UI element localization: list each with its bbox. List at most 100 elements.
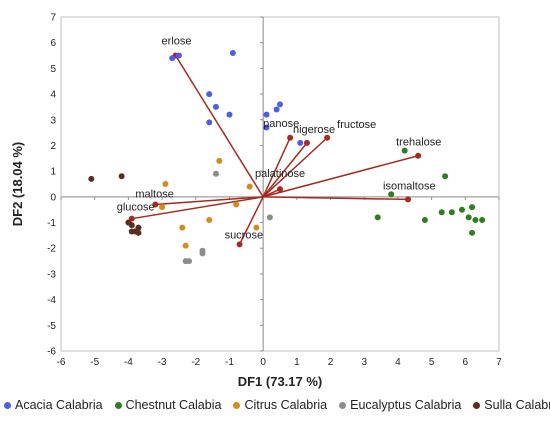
point-series-1 [263, 124, 270, 131]
y-tick-label: -3 [47, 269, 56, 280]
legend-label: Chestnut Calabia [125, 398, 222, 412]
y-tick-label: 2 [50, 141, 56, 152]
legend-label: Citrus Calabria [244, 398, 328, 412]
x-tick-label: -3 [158, 357, 167, 368]
x-tick-label: 3 [361, 357, 367, 368]
legend-label: Eucalyptus Calabria [350, 398, 462, 412]
vector-tip-maltose [152, 201, 159, 208]
vector-line-fructose [262, 137, 328, 198]
vector-tip-nigerose [303, 139, 310, 146]
legend: Acacia Calabria Chestnut Calabia Citrus Ca… [4, 398, 550, 412]
x-tick-label: 5 [429, 357, 435, 368]
x-tick-label: 7 [496, 357, 502, 368]
point-series-3 [206, 216, 213, 223]
vector-tip-palatinose [277, 186, 283, 193]
point-series-1 [263, 111, 270, 118]
vector-tip-glucose [128, 215, 135, 222]
x-tick-label: 0 [260, 357, 266, 368]
vector-tip-isomaltose [405, 196, 412, 203]
x-tick-label: -6 [57, 357, 66, 368]
point-series-4 [199, 250, 206, 257]
x-tick-label: 6 [463, 357, 469, 368]
vector-line-nigerose [262, 142, 308, 198]
point-series-5 [125, 219, 132, 226]
point-series-3 [233, 201, 240, 208]
point-series-2 [458, 206, 465, 213]
legend-item: Citrus Calabria [233, 398, 327, 412]
vector-label-trehalose: trehalose [396, 137, 441, 149]
point-series-5 [135, 224, 142, 231]
loading-vectors [128, 52, 422, 248]
point-series-1 [206, 91, 213, 98]
point-series-2 [479, 216, 486, 223]
point-series-2 [469, 204, 476, 211]
plot-frame [60, 16, 500, 352]
vector-label-maltose: maltose [135, 189, 174, 201]
y-tick-label: 6 [50, 38, 56, 49]
point-series-2 [438, 209, 445, 216]
x-tick-label: -2 [191, 357, 200, 368]
legend-item: Sulla Calabria [473, 398, 550, 412]
point-series-2 [442, 173, 449, 180]
y-axis-label: DF2 (18.04 %) [10, 142, 25, 227]
vector-line-glucose [131, 196, 264, 220]
vector-label-glucose: glucose [117, 202, 155, 214]
point-series-2 [448, 209, 455, 216]
x-tick-label: -4 [124, 357, 133, 368]
legend-marker [233, 401, 241, 409]
vector-label-erlose: erlose [162, 36, 192, 48]
vector-line-erlose [174, 55, 264, 198]
y-tick-label: -4 [47, 295, 56, 306]
y-tick-label: -2 [47, 244, 56, 255]
vector-line-sucrose [238, 196, 264, 245]
x-tick-label: 2 [328, 357, 334, 368]
x-tick-label: -1 [225, 357, 234, 368]
vector-line-isomaltose [263, 196, 409, 201]
y-tick-label: 3 [50, 115, 56, 126]
point-series-3 [179, 224, 186, 231]
y-tick-label: 0 [50, 192, 56, 203]
vector-tip-panose [287, 134, 294, 141]
point-series-3 [182, 242, 189, 249]
point-series-5 [118, 173, 125, 180]
legend-item: Acacia Calabria [4, 398, 103, 412]
tick-labels: -6 -5 -4 -3 -2 -1 0 1 2 3 4 5 6 7 -6 -5 -4 -3 -2 -1 0 1 2 3 4 5 6 7 [47, 13, 502, 369]
point-series-4 [212, 170, 219, 177]
y-tick-label: 1 [50, 167, 56, 178]
vector-tip-trehalose [415, 152, 422, 159]
vector-line-palatinose [262, 188, 281, 198]
point-series-3 [162, 181, 169, 187]
legend-marker [339, 401, 347, 409]
y-tick-label: 5 [50, 64, 56, 75]
vector-label-sucrose: sucrose [225, 229, 264, 241]
vector-label-fructose: fructose [337, 119, 376, 131]
point-series-2 [421, 216, 428, 223]
vector-tip-fructose [324, 134, 331, 141]
point-series-1 [175, 52, 182, 59]
point-series-4 [186, 258, 193, 265]
point-series-1 [297, 139, 304, 146]
y-tick-label: -6 [47, 347, 56, 358]
legend-marker [473, 401, 481, 409]
point-series-5 [135, 229, 142, 236]
point-series-1 [277, 101, 283, 108]
point-series-1 [169, 55, 176, 62]
y-tick-label: -1 [47, 218, 56, 229]
point-series-3 [246, 183, 253, 190]
point-series-5 [88, 175, 95, 182]
vector-label-nigerose: nigerose [293, 124, 335, 136]
vector-tip-sucrose [236, 241, 243, 248]
y-tick-label: -5 [47, 321, 56, 332]
point-series-5 [128, 228, 135, 235]
legend-marker [4, 401, 11, 409]
y-tick-label: 7 [50, 13, 56, 24]
vector-line-trehalose [262, 155, 419, 198]
point-series-3 [216, 157, 223, 164]
legend-item: Chestnut Calabia [114, 398, 222, 412]
data-points [88, 49, 486, 265]
point-series-1 [206, 119, 213, 126]
vector-line-maltose [155, 196, 264, 206]
point-series-3 [253, 224, 260, 231]
point-series-2 [469, 229, 476, 236]
